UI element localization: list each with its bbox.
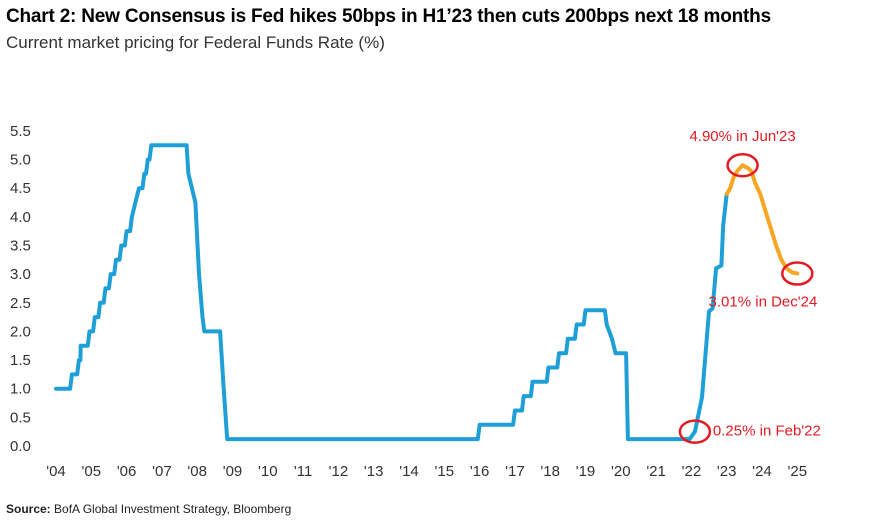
y-tick-label: 0.0 bbox=[10, 438, 31, 455]
annotation-circle bbox=[781, 261, 814, 286]
source-note: Source: BofA Global Investment Strategy,… bbox=[6, 502, 291, 516]
series-lines bbox=[54, 143, 800, 442]
x-tick-label: '17 bbox=[505, 463, 525, 480]
y-tick-label: 5.5 bbox=[10, 123, 31, 140]
series-line-forecast bbox=[724, 163, 800, 276]
x-tick-label: '25 bbox=[788, 463, 808, 480]
x-tick-label: '24 bbox=[752, 463, 772, 480]
source-label: Source: bbox=[6, 502, 51, 516]
x-tick-label: '11 bbox=[294, 463, 312, 480]
x-tick-label: '04 bbox=[46, 463, 66, 480]
x-axis: '04 '05 '06 '07 '08 '09 '10 '11 '12 '13 '14 '15 '16 '… bbox=[46, 463, 807, 480]
y-tick-label: 1.5 bbox=[10, 352, 31, 369]
y-tick-label: 4.5 bbox=[10, 180, 31, 197]
x-tick-label: '21 bbox=[646, 463, 666, 480]
x-tick-label: '09 bbox=[223, 463, 243, 480]
y-tick-label: 3.5 bbox=[10, 237, 31, 254]
annotation-label: 0.25% in Feb'22 bbox=[713, 423, 821, 440]
series-line-history bbox=[54, 143, 729, 442]
x-tick-label: '13 bbox=[364, 463, 384, 480]
y-axis: 0.0 0.5 1.0 1.5 2.0 2.5 3.0 3.5 4.0 4.5 5.0 5.5 bbox=[10, 123, 31, 455]
x-tick-label: '12 bbox=[329, 463, 349, 480]
annotation-label: 3.01% in Dec'24 bbox=[709, 294, 818, 311]
chart-title: Chart 2: New Consensus is Fed hikes 50bp… bbox=[6, 6, 771, 27]
x-tick-label: '23 bbox=[717, 463, 737, 480]
y-tick-label: 4.0 bbox=[10, 209, 31, 226]
x-tick-label: '15 bbox=[435, 463, 455, 480]
x-tick-label: '06 bbox=[117, 463, 137, 480]
x-tick-label: '05 bbox=[82, 463, 102, 480]
annotation-circle bbox=[726, 152, 759, 178]
y-tick-label: 5.0 bbox=[10, 152, 31, 169]
y-tick-label: 0.5 bbox=[10, 409, 31, 426]
y-tick-label: 3.0 bbox=[10, 266, 31, 283]
x-tick-label: '18 bbox=[540, 463, 560, 480]
chart-subtitle: Current market pricing for Federal Funds… bbox=[6, 33, 385, 52]
x-tick-label: '07 bbox=[152, 463, 172, 480]
x-tick-label: '08 bbox=[187, 463, 207, 480]
annotations: 4.90% in Jun'23 3.01% in Dec'24 0.25% in F… bbox=[678, 128, 821, 444]
y-tick-label: 2.5 bbox=[10, 295, 31, 312]
annotation-circle bbox=[678, 419, 712, 444]
y-tick-label: 2.0 bbox=[10, 323, 31, 340]
x-tick-label: '22 bbox=[682, 463, 702, 480]
y-tick-label: 1.0 bbox=[10, 381, 31, 398]
x-tick-label: '14 bbox=[399, 463, 419, 480]
x-tick-label: '20 bbox=[611, 463, 631, 480]
x-tick-label: '19 bbox=[576, 463, 596, 480]
x-tick-label: '10 bbox=[258, 463, 278, 480]
x-tick-label: '16 bbox=[470, 463, 490, 480]
source-text: BofA Global Investment Strategy, Bloombe… bbox=[54, 502, 292, 516]
annotation-label: 4.90% in Jun'23 bbox=[689, 128, 795, 145]
